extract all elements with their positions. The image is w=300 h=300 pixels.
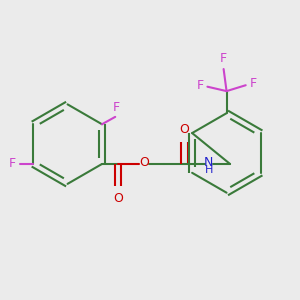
Text: N: N bbox=[204, 156, 214, 169]
Text: F: F bbox=[220, 52, 227, 64]
Text: F: F bbox=[113, 101, 120, 114]
Text: O: O bbox=[113, 192, 123, 205]
Text: O: O bbox=[179, 123, 189, 136]
Text: F: F bbox=[9, 158, 16, 170]
Text: F: F bbox=[250, 77, 257, 90]
Text: O: O bbox=[139, 156, 149, 169]
Text: F: F bbox=[197, 79, 204, 92]
Text: H: H bbox=[205, 166, 213, 176]
